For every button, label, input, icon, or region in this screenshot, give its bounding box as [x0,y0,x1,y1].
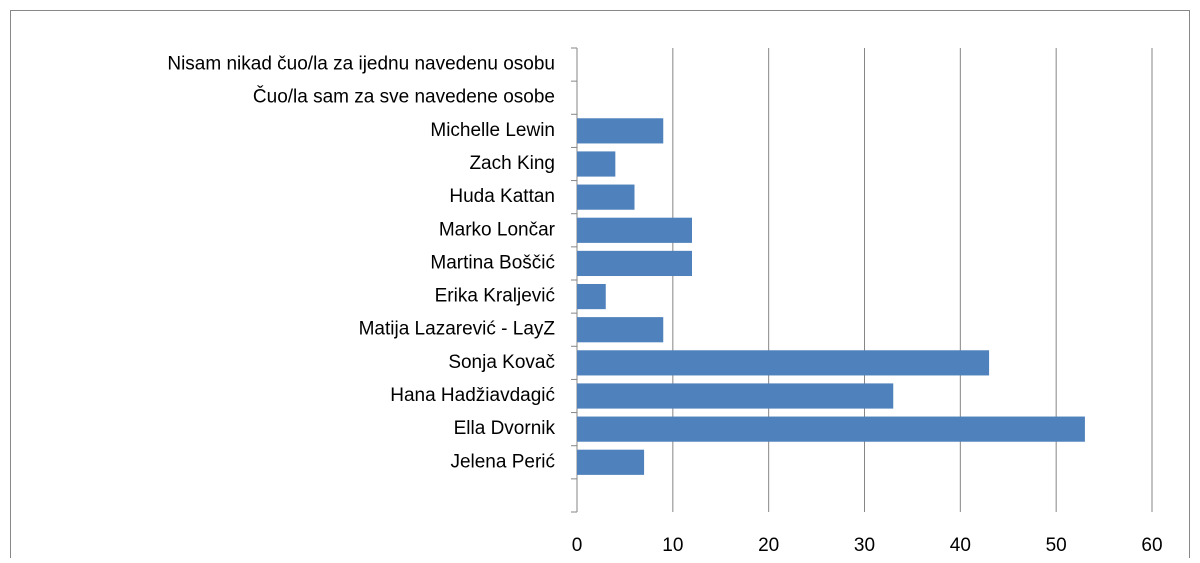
bar [577,151,616,177]
bar [577,449,645,475]
x-tick-label: 20 [758,535,779,556]
bar [577,184,635,210]
y-tick-label: Jelena Perić [450,451,555,472]
y-tick-label: Sonja Kovač [448,352,555,373]
bar [577,317,664,343]
y-tick-label: Nisam nikad čuo/la za ijednu navedenu os… [167,54,555,75]
x-tick-label: 0 [572,535,583,556]
bar [577,350,990,376]
x-tick-label: 50 [1046,535,1067,556]
y-tick-label: Ella Dvornik [454,418,556,439]
y-tick-label: Marko Lončar [439,219,556,240]
y-tick-label: Michelle Lewin [430,120,555,141]
y-tick-label: Hana Hadžiavdagić [390,385,555,406]
bar [577,416,1085,442]
y-tick-label: Matija Lazarević - LayZ [359,319,556,340]
x-tick-label: 10 [662,535,683,556]
x-tick-label: 60 [1141,535,1162,556]
bar [577,283,606,310]
y-tick-label: Zach King [469,153,555,174]
bar [577,250,692,277]
y-tick-label: Huda Kattan [449,186,555,207]
x-tick-label: 30 [854,535,875,556]
bar [577,383,894,409]
y-tick-label: Martina Boščić [430,252,555,273]
bar [577,217,692,243]
y-tick-label: Čuo/la sam za sve navedene osobe [253,86,555,108]
bar [577,118,664,144]
y-tick-label: Erika Kraljević [435,286,555,307]
x-tick-label: 40 [950,535,971,556]
